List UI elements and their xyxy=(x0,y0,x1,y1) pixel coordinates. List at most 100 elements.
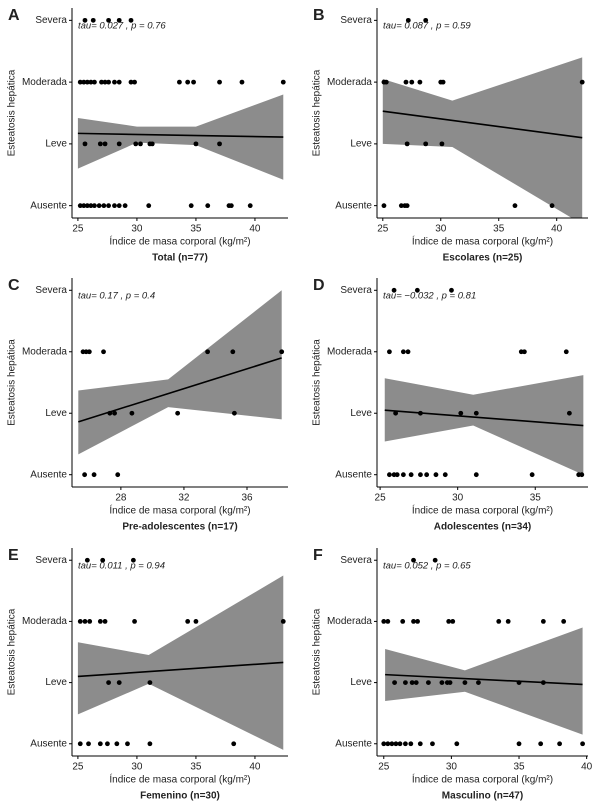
point xyxy=(521,349,527,355)
point xyxy=(408,741,414,747)
point xyxy=(217,141,222,147)
y-tick-label: Leve xyxy=(350,408,372,419)
point xyxy=(147,741,153,747)
point xyxy=(88,79,94,85)
point xyxy=(397,741,403,747)
y-tick-label: Moderada xyxy=(327,346,372,357)
y-tick-label: Leve xyxy=(45,139,67,150)
x-axis-label: Índice de masa corporal (kg/m²) xyxy=(412,235,553,248)
point xyxy=(81,203,87,209)
point xyxy=(101,349,106,355)
point xyxy=(400,472,406,478)
fit-line xyxy=(77,661,284,678)
point xyxy=(112,203,117,209)
point xyxy=(114,741,120,747)
point xyxy=(473,472,479,478)
point xyxy=(423,141,429,147)
point xyxy=(105,741,110,747)
caption: Escolares (n=25) xyxy=(443,253,523,264)
point xyxy=(580,741,585,747)
x-axis-label: Índice de masa corporal (kg/m²) xyxy=(109,235,250,248)
point xyxy=(96,203,102,209)
point xyxy=(418,472,423,478)
point xyxy=(381,741,387,747)
y-tick-label: Leve xyxy=(45,677,67,688)
point xyxy=(130,557,136,563)
point xyxy=(99,79,104,85)
point xyxy=(563,349,569,355)
y-tick-label: Severa xyxy=(340,285,372,296)
point xyxy=(129,410,135,416)
x-axis-label: Índice de masa corporal (kg/m²) xyxy=(412,504,553,517)
annotation: tau= 0.011 , p = 0.94 xyxy=(78,561,165,572)
x-tick-label: 30 xyxy=(446,762,458,773)
point xyxy=(400,349,406,355)
point xyxy=(394,472,400,478)
point xyxy=(106,203,111,209)
y-axis-label: Esteatosis hepática xyxy=(312,69,323,156)
point xyxy=(557,741,562,747)
point xyxy=(450,619,456,624)
confidence-band xyxy=(78,290,282,455)
annotation: tau= −0.032 , p = 0.81 xyxy=(383,291,476,302)
point xyxy=(393,410,399,416)
x-tick-label: 40 xyxy=(249,224,261,235)
y-tick-label: Ausente xyxy=(335,469,372,480)
point xyxy=(147,680,153,685)
x-tick-label: 30 xyxy=(435,224,447,235)
confidence-band xyxy=(77,94,284,180)
point xyxy=(185,619,191,624)
point xyxy=(383,79,389,85)
caption: Adolescentes (n=34) xyxy=(434,522,532,533)
point xyxy=(415,619,420,624)
point xyxy=(385,741,391,747)
point xyxy=(405,17,411,23)
point xyxy=(193,619,199,624)
fit-line xyxy=(77,132,284,138)
y-tick-label: Moderada xyxy=(22,616,67,627)
point xyxy=(97,141,103,147)
point xyxy=(116,680,122,685)
point xyxy=(132,619,137,624)
point xyxy=(88,203,94,209)
point xyxy=(458,410,464,416)
point xyxy=(403,79,409,85)
caption: Total (n=77) xyxy=(152,253,208,264)
point xyxy=(116,203,122,209)
x-axis-label: Índice de masa corporal (kg/m²) xyxy=(109,773,250,786)
point xyxy=(516,680,522,685)
point xyxy=(409,680,415,685)
x-tick-label: 40 xyxy=(249,762,261,773)
point xyxy=(188,203,194,209)
x-tick-label: 25 xyxy=(378,762,390,773)
point xyxy=(100,557,106,563)
point xyxy=(97,619,103,624)
point xyxy=(579,472,585,478)
point xyxy=(175,410,181,416)
caption: Femenino (n=30) xyxy=(140,791,220,802)
x-tick-label: 25 xyxy=(377,224,389,235)
caption: Pre-adolescentes (n=17) xyxy=(122,522,237,533)
point xyxy=(86,741,91,747)
point xyxy=(92,203,97,209)
panel-letter: F xyxy=(313,547,323,564)
y-tick-label: Ausente xyxy=(30,200,67,211)
point xyxy=(77,79,83,85)
fit-line xyxy=(78,357,282,423)
point xyxy=(540,680,546,685)
x-tick-label: 30 xyxy=(131,224,143,235)
x-tick-label: 35 xyxy=(493,224,505,235)
point xyxy=(125,741,130,747)
point xyxy=(413,680,419,685)
x-tick-label: 40 xyxy=(551,224,563,235)
caption: Masculino (n=47) xyxy=(442,791,523,802)
annotation: tau= 0.087 , p = 0.59 xyxy=(383,21,471,32)
point xyxy=(101,203,107,209)
point xyxy=(205,203,211,209)
point xyxy=(128,79,134,85)
x-tick-label: 35 xyxy=(190,224,202,235)
